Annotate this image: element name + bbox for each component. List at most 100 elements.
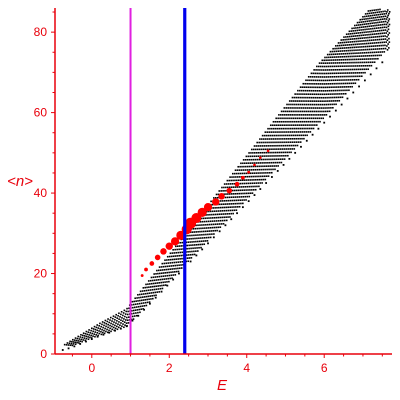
data-point xyxy=(140,299,143,302)
data-point xyxy=(230,196,233,199)
data-point xyxy=(331,59,333,61)
data-point xyxy=(256,175,258,178)
data-point xyxy=(212,236,215,239)
data-point xyxy=(250,165,253,168)
data-point xyxy=(357,78,360,81)
data-point xyxy=(230,179,232,182)
highlight-point xyxy=(170,237,180,246)
data-point xyxy=(344,58,347,61)
data-point xyxy=(199,243,202,246)
data-point xyxy=(142,302,145,304)
data-point xyxy=(212,230,215,232)
data-point xyxy=(310,89,313,92)
data-point xyxy=(118,312,120,315)
data-point xyxy=(323,121,326,124)
data-point xyxy=(291,131,294,133)
data-point xyxy=(191,250,193,253)
data-point xyxy=(388,47,390,49)
data-point xyxy=(258,178,261,181)
data-point xyxy=(328,100,331,102)
data-point xyxy=(280,161,283,164)
data-point xyxy=(151,288,154,291)
data-point xyxy=(312,83,314,85)
highlight-point xyxy=(160,248,167,255)
data-point xyxy=(343,72,345,74)
data-point xyxy=(243,165,245,168)
data-point xyxy=(261,151,264,154)
data-point xyxy=(254,168,257,171)
data-point xyxy=(83,337,86,339)
data-point xyxy=(246,175,249,178)
data-point xyxy=(344,79,346,81)
data-point xyxy=(228,196,231,199)
data-point xyxy=(377,21,379,24)
data-point xyxy=(361,58,364,60)
data-point xyxy=(356,29,359,32)
data-point xyxy=(370,25,372,27)
data-point xyxy=(217,193,220,196)
data-point xyxy=(316,96,319,99)
data-point xyxy=(192,247,194,250)
data-point xyxy=(382,15,385,18)
data-point xyxy=(254,148,257,151)
data-point xyxy=(376,30,379,32)
data-point xyxy=(278,131,280,133)
data-point xyxy=(369,36,371,39)
data-point xyxy=(154,282,157,285)
data-point xyxy=(278,138,280,140)
data-point xyxy=(376,11,379,14)
data-point xyxy=(358,52,360,54)
data-point xyxy=(364,15,366,18)
data-point xyxy=(374,54,377,57)
data-point xyxy=(242,186,245,188)
data-point xyxy=(276,158,278,161)
data-point xyxy=(165,278,168,280)
data-point xyxy=(323,103,326,106)
data-point xyxy=(350,58,352,61)
data-point xyxy=(293,137,296,140)
data-point xyxy=(216,229,218,232)
data-point xyxy=(259,172,261,174)
data-point xyxy=(253,179,255,181)
data-point xyxy=(341,47,344,49)
data-point xyxy=(359,55,361,57)
data-point xyxy=(96,335,99,338)
data-point xyxy=(79,336,82,338)
data-point xyxy=(366,55,369,57)
data-point xyxy=(254,165,257,168)
data-point xyxy=(371,14,374,17)
data-point xyxy=(311,86,313,89)
data-point xyxy=(359,49,361,51)
data-point xyxy=(119,324,121,326)
data-point xyxy=(237,179,240,182)
data-point xyxy=(269,134,272,137)
data-point xyxy=(284,151,287,154)
data-point xyxy=(305,131,308,133)
data-point xyxy=(149,286,152,288)
data-point xyxy=(118,321,120,323)
data-point xyxy=(336,53,339,55)
data-point xyxy=(173,271,176,273)
data-point xyxy=(309,100,312,102)
data-point xyxy=(290,120,292,123)
data-point xyxy=(339,41,342,44)
data-point xyxy=(337,96,340,99)
data-point xyxy=(253,182,256,184)
data-point xyxy=(256,165,259,168)
data-point xyxy=(332,100,335,102)
data-point xyxy=(325,76,328,78)
data-point xyxy=(281,117,283,120)
data-point xyxy=(73,339,76,341)
data-point xyxy=(265,155,267,157)
data-point xyxy=(96,332,99,334)
data-point xyxy=(258,158,261,161)
data-point xyxy=(315,83,318,85)
data-point xyxy=(160,281,163,284)
data-point xyxy=(307,79,309,82)
data-point xyxy=(306,93,308,95)
data-point xyxy=(362,16,364,18)
data-point xyxy=(114,316,117,318)
data-point xyxy=(277,158,280,161)
data-point xyxy=(159,284,161,287)
data-point xyxy=(351,27,353,30)
